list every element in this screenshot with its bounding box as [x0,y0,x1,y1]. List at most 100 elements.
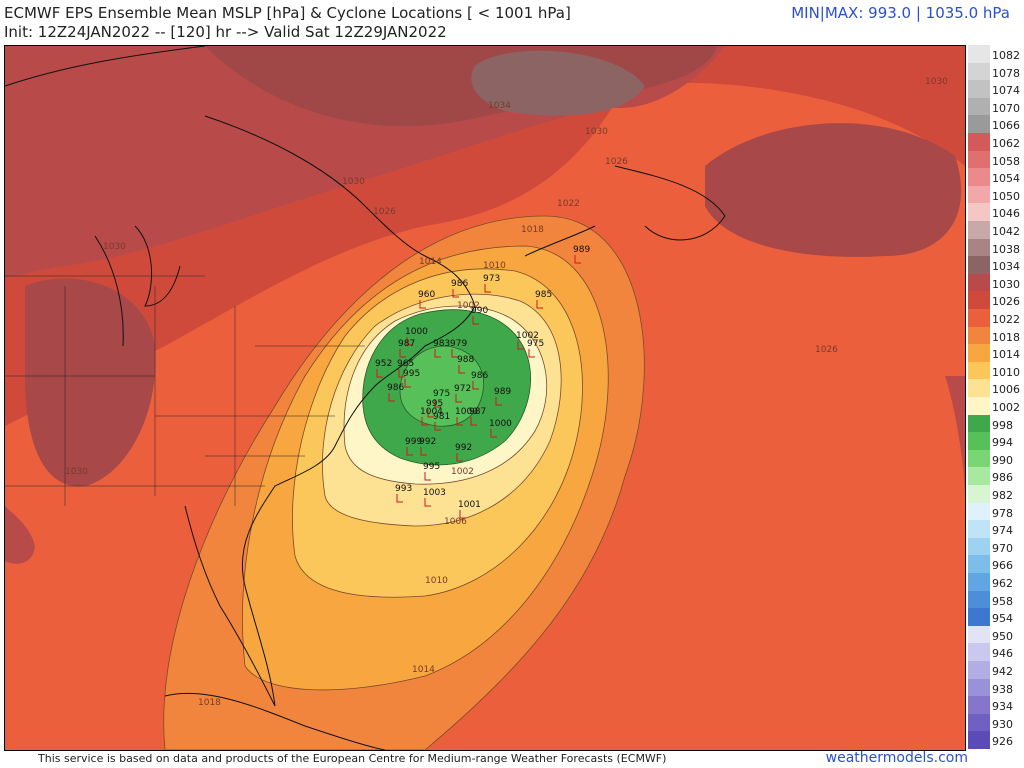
cyclone-l-symbol [574,255,581,264]
cyclone-marker: 999 [405,437,422,456]
cyclone-l-symbol [434,349,441,358]
cyclone-l-symbol [455,394,462,403]
cyclone-pressure-label: 995 [403,369,420,379]
cyclone-marker: 992 [455,443,472,462]
state-borders [5,275,365,506]
legend-label: 1030 [992,277,1020,291]
legend-swatch [968,273,990,292]
cyclone-pressure-label: 952 [375,359,392,369]
cyclone-l-symbol [470,417,477,426]
legend-label: 1078 [992,66,1020,80]
field-1030-southwest [5,506,35,564]
legend-label: 1082 [992,49,1020,62]
isobar-label: 1002 [451,467,474,477]
legend-label: 1066 [992,119,1020,133]
legend-label: 1046 [992,207,1020,221]
legend-label: 934 [992,700,1013,714]
legend-swatch [968,221,990,240]
legend-label: 950 [992,629,1013,643]
cyclone-l-symbol [424,472,431,481]
field-994 [399,345,484,427]
legend-swatch [968,485,990,504]
cyclone-l-symbol [452,289,459,298]
cyclone-pressure-label: 988 [457,355,474,365]
cyclone-marker: 1000 [405,327,428,346]
cyclone-marker: 960 [418,290,435,309]
legend-label: 938 [992,682,1013,696]
legend-swatch [968,238,990,257]
cyclone-l-symbol [399,349,406,358]
legend-label: 926 [992,735,1013,749]
isobar-label: 1030 [342,177,365,187]
cyclone-pressure-label: 995 [423,462,440,472]
legend-swatch [968,326,990,345]
cyclone-pressure-label: 999 [405,437,422,447]
isobar-label: 1034 [488,101,511,111]
cyclone-pressure-label: 965 [397,359,414,369]
cyclone-l-symbol [459,510,466,519]
field-1030-atlantic [705,123,962,257]
cyclone-pressure-label: 986 [387,383,404,393]
legend-label: 958 [992,594,1013,608]
cyclone-pressure-label: 992 [419,437,436,447]
cyclone-pressure-label: 995 [426,399,443,409]
legend-swatch [968,661,990,680]
legend-swatch [968,520,990,539]
cyclone-pressure-label: 987 [398,339,415,349]
cyclone-pressure-label: 992 [455,443,472,453]
isobar-label: 1018 [521,225,544,235]
legend-label: 986 [992,471,1013,485]
cyclone-marker: 1004 [420,407,443,426]
cyclone-pressure-label: 986 [451,279,468,289]
cyclone-l-symbol [396,494,403,503]
cyclone-pressure-label: 1002 [516,331,539,341]
map-canvas: 1034 1030 1026 1030 1026 1022 1018 1014 1010 1030… [5,46,965,750]
cyclone-l-symbol [456,417,463,426]
cyclone-l-symbol [398,369,405,378]
legend-swatch [968,185,990,204]
legend-swatch [968,449,990,468]
cyclone-l-symbol [421,417,428,426]
isobar-label: 1010 [425,576,448,586]
cyclone-marker: 986 [451,279,468,298]
legend-swatch [968,643,990,662]
brand-link[interactable]: weathermodels.com [825,750,968,766]
legend-label: 1058 [992,154,1020,168]
legend-label: 942 [992,665,1013,678]
cyclone-l-symbol [388,393,395,402]
cyclone-l-symbol [406,447,413,456]
legend-label: 1054 [992,172,1020,186]
isobar-label: 1010 [483,261,506,271]
cyclone-l-symbol [528,349,535,358]
legend-label: 1034 [992,260,1020,274]
isobar-label: 1030 [585,127,608,137]
legend-label: 1038 [992,242,1020,256]
legend-swatch [968,573,990,592]
legend-label: 1062 [992,137,1020,150]
legend-label: 970 [992,541,1013,555]
legend-label: 1018 [992,330,1020,344]
legend-swatch [968,397,990,416]
cyclone-l-symbol [536,300,543,309]
legend-swatch [968,432,990,451]
legend-swatch [968,414,990,433]
cyclone-marker: 1001 [458,500,481,519]
legend-swatch [968,309,990,328]
cyclone-marker: 975 [527,339,544,358]
isobar-label: 1018 [198,698,221,708]
isobar-label: 1022 [557,199,580,209]
legend-swatch [968,467,990,486]
legend-swatch [968,62,990,81]
cyclone-marker: 975 [433,389,450,408]
cyclone-pressure-label: 1000 [489,419,512,429]
legend-label: 930 [992,717,1013,731]
cyclone-marker: 995 [426,399,443,418]
legend-swatch [968,361,990,380]
legend-label: 978 [992,506,1013,520]
legend-label: 994 [992,436,1013,450]
legend-swatch [968,608,990,627]
minmax-readout: MIN|MAX: 993.0 | 1035.0 hPa [791,4,1010,22]
legend-swatch [968,133,990,152]
isobar-label: 1026 [373,207,396,217]
cyclone-pressure-label: 993 [395,484,412,494]
